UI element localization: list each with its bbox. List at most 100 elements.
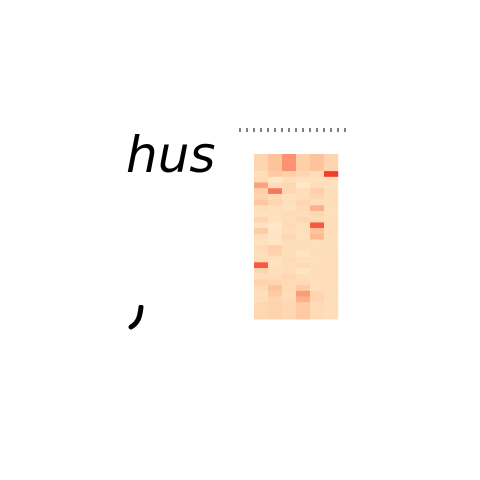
heatmap-cell-r10-c6 [324,205,339,212]
heatmap-cell-r23-c4 [296,279,311,286]
heatmap-cell-r9-c6 [324,199,339,206]
heatmap-cell-r4-c1 [254,171,269,177]
heatmap-cell-r27-c4 [296,302,311,309]
heatmap-cell-r29-c2 [268,313,283,320]
heatmap-cell-r24-c2 [268,285,283,291]
heatmap-cell-r28-c3 [282,307,297,314]
heatmap-cell-r21-c6 [324,268,339,274]
heatmap-cell-r9-c3 [282,199,297,206]
heatmap-cell-r13-c3 [282,222,297,229]
heatmap-cell-r7-c5 [310,188,325,195]
heatmap-cell-r8-c2 [268,193,283,200]
heatmap-cell-r29-c5 [310,313,325,320]
heatmap-cell-r8-c4 [296,193,311,200]
heatmap-cell-r10-c4 [296,205,311,212]
heatmap-cell-r24-c5 [310,285,325,291]
heatmap-cell-r19-c5 [310,256,325,263]
heatmap-cell-r15-c4 [296,233,311,240]
heatmap-cell-r3-c3 [282,165,297,172]
heatmap-cell-r14-c3 [282,228,297,234]
heatmap-cell-r28-c5 [310,307,325,314]
heatmap-cell-r13-c4 [296,222,311,229]
title-fragment: hus [126,126,216,184]
heatmap-cell-r1-c5 [310,154,325,160]
heatmap-cell-r27-c6 [324,302,339,309]
heatmap-cell-r27-c2 [268,302,283,309]
heatmap-cell-r6-c4 [296,182,311,189]
heatmap-cell-r18-c5 [310,250,325,257]
heatmap-cell-r26-c5 [310,296,325,303]
heatmap-cell-r18-c2 [268,250,283,257]
heatmap-cell-r9-c1 [254,199,269,206]
heatmap-cell-r29-c4 [296,313,311,320]
heatmap-cell-r26-c1 [254,296,269,303]
heatmap-cell-r23-c3 [282,279,297,286]
heatmap-cell-r7-c1 [254,188,269,195]
heatmap-cell-r16-c3 [282,239,297,246]
heatmap-cell-r23-c1 [254,279,269,286]
heatmap-cell-r20-c2 [268,262,283,269]
heatmap-cell-r12-c4 [296,216,311,223]
heatmap-cell-r24-c6 [324,285,339,291]
heatmap-cell-r22-c4 [296,273,311,280]
heatmap-cell-r9-c4 [296,199,311,206]
heatmap-cell-r8-c5 [310,193,325,200]
heatmap-cell-r11-c6 [324,211,339,217]
heatmap-cell-r5-c4 [296,176,311,183]
heatmap-cell-r21-c5 [310,268,325,274]
heatmap-cell-r28-c2 [268,307,283,314]
heatmap-cell-r6-c6 [324,182,339,189]
heatmap-cell-r14-c5 [310,228,325,234]
heatmap-cell-r29-c3 [282,313,297,320]
heatmap-cell-r16-c4 [296,239,311,246]
heatmap-cell-r4-c2 [268,171,283,177]
heatmap-cell-r15-c6 [324,233,339,240]
heatmap-cell-r20-c3 [282,262,297,269]
heatmap-cell-r11-c1 [254,211,269,217]
heatmap-cell-r11-c3 [282,211,297,217]
heatmap-cell-r24-c3 [282,285,297,291]
heatmap-cell-r14-c2 [268,228,283,234]
heatmap-cell-r17-c2 [268,245,283,252]
heatmap-cell-r5-c1 [254,176,269,183]
heatmap-cell-r16-c5 [310,239,325,246]
heatmap-cell-r6-c1 [254,182,269,189]
heatmap-cell-r25-c1 [254,290,269,297]
heatmap-cell-r13-c5 [310,222,325,229]
heatmap-cell-r20-c1 [254,262,269,269]
heatmap-cell-r4-c6 [324,171,339,177]
heatmap-cell-r23-c6 [324,279,339,286]
heatmap-cell-r16-c6 [324,239,339,246]
heatmap-cell-r27-c1 [254,302,269,309]
heatmap-cell-r22-c6 [324,273,339,280]
heatmap-cell-r22-c2 [268,273,283,280]
heatmap-cell-r18-c1 [254,250,269,257]
heatmap-cell-r22-c5 [310,273,325,280]
heatmap-cell-r1-c1 [254,154,269,160]
heatmap-cell-r10-c5 [310,205,325,212]
heatmap-cell-r13-c6 [324,222,339,229]
heatmap-cell-r10-c3 [282,205,297,212]
heatmap-cell-r21-c2 [268,268,283,274]
heatmap-cell-r2-c6 [324,159,339,166]
heatmap-cell-r4-c5 [310,171,325,177]
heatmap-cell-r19-c1 [254,256,269,263]
heatmap-cell-r14-c4 [296,228,311,234]
heatmap-cell-r3-c4 [296,165,311,172]
heatmap-cell-r19-c3 [282,256,297,263]
heatmap-cell-r28-c1 [254,307,269,314]
heatmap-cell-r3-c5 [310,165,325,172]
heatmap-cell-r14-c6 [324,228,339,234]
heatmap-cell-r13-c1 [254,222,269,229]
heatmap-cell-r17-c6 [324,245,339,252]
heatmap-cell-r2-c2 [268,159,283,166]
heatmap-cell-r25-c3 [282,290,297,297]
heatmap-cell-r26-c6 [324,296,339,303]
heatmap-cell-r9-c2 [268,199,283,206]
heatmap-cell-r26-c4 [296,296,311,303]
heatmap-cell-r8-c6 [324,193,339,200]
heatmap-cell-r11-c4 [296,211,311,217]
heatmap-cell-r29-c1 [254,313,269,320]
heatmap-cell-r7-c2 [268,188,283,195]
heatmap-cell-r2-c5 [310,159,325,166]
